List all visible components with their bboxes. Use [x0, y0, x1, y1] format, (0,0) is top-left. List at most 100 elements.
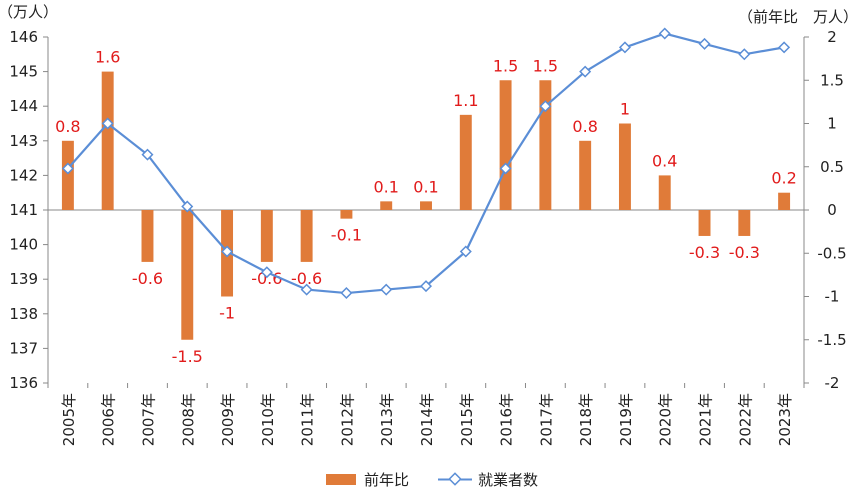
legend: 前年比 就業者数 — [326, 471, 538, 489]
bar-data-label: 1.1 — [453, 91, 478, 110]
left-tick-label: 139 — [9, 270, 38, 288]
x-tick-label: 2011年 — [299, 393, 317, 446]
bar — [618, 123, 631, 210]
bar — [658, 175, 671, 210]
legend-marker-line — [448, 472, 462, 486]
line-point — [658, 27, 671, 40]
bar — [420, 201, 432, 210]
line-point — [698, 37, 711, 50]
line-point — [738, 48, 751, 61]
line-point — [579, 65, 592, 78]
bar — [380, 201, 393, 210]
x-tick-label: 2013年 — [378, 393, 396, 446]
bar — [260, 210, 273, 262]
bar-data-label: 0.4 — [652, 151, 677, 170]
line-point — [499, 162, 512, 175]
left-tick-label: 140 — [9, 236, 38, 254]
left-tick-label: 143 — [9, 132, 38, 150]
bar-data-labels: 0.8 1.6 -0.6 -1.5 -1 -0.6 -0.6 -0.1 0.1 0.1 1.1 1.5… — [55, 48, 797, 366]
left-tick-label: 136 — [9, 374, 38, 392]
line-point — [459, 245, 472, 258]
left-tick-label: 137 — [9, 339, 38, 357]
right-tick-label: -2 — [825, 374, 840, 392]
bar — [141, 210, 154, 262]
x-tick-label: 2022年 — [736, 393, 754, 446]
line-point — [101, 117, 114, 130]
line-point — [181, 200, 194, 213]
bar — [698, 210, 711, 236]
x-tick-label: 2015年 — [458, 393, 476, 446]
left-tick-label: 145 — [9, 63, 38, 81]
bar — [499, 80, 512, 210]
bar-data-label: 1.5 — [533, 56, 558, 75]
x-tick-label: 2018年 — [577, 393, 595, 446]
right-tick-label: -0.5 — [817, 244, 846, 262]
left-tick-label: 142 — [9, 166, 38, 184]
x-tick-label: 2014年 — [418, 393, 436, 446]
x-tick-label: 2008年 — [179, 393, 197, 446]
bar-data-label: -0.1 — [331, 226, 362, 245]
right-tick-label: 0 — [827, 201, 837, 219]
left-tick-label: 138 — [9, 305, 38, 323]
x-tick-label: 2007年 — [139, 393, 157, 446]
right-tick-label: -1 — [825, 288, 840, 306]
left-axis: 136 137 138 139 140 141 142 143 144 145 146 — [9, 28, 49, 392]
left-tick-label: 144 — [9, 97, 38, 115]
legend-label-line: 就業者数 — [478, 471, 538, 489]
bar — [181, 210, 194, 340]
right-axis-unit: （前年比 万人） — [738, 8, 858, 26]
bar — [738, 210, 751, 236]
bar — [778, 192, 791, 210]
line-point — [539, 100, 552, 113]
bar-data-label: 0.8 — [572, 117, 597, 136]
x-tick-label: 2016年 — [498, 393, 516, 446]
bar-data-label: 0.1 — [413, 177, 438, 196]
line-point — [260, 266, 273, 279]
line-point — [141, 148, 154, 161]
x-tick-label: 2017年 — [537, 393, 555, 446]
legend-swatch-bar — [326, 474, 356, 485]
line-point — [618, 41, 631, 54]
line-point — [380, 283, 393, 296]
bar-data-label: -0.6 — [291, 269, 322, 288]
bar-data-label: 0.1 — [373, 177, 398, 196]
left-tick-label: 141 — [9, 201, 38, 219]
x-tick-label: 2021年 — [697, 393, 715, 446]
line-series — [61, 27, 791, 300]
left-tick-label: 146 — [9, 28, 38, 46]
bar-data-label: 0.8 — [55, 117, 80, 136]
bar-data-label: -1.5 — [172, 347, 203, 366]
line-point — [221, 245, 234, 258]
bar-data-label: 1.6 — [95, 48, 120, 67]
right-tick-label: -1.5 — [817, 331, 846, 349]
line-point — [300, 283, 313, 296]
bar-data-label: -1 — [219, 304, 235, 323]
bar-data-label: -0.3 — [729, 243, 760, 262]
x-tick-label: 2005年 — [60, 393, 78, 446]
bar — [539, 80, 552, 210]
x-tick-label: 2023年 — [776, 393, 794, 446]
line-point — [340, 287, 353, 300]
right-tick-label: 2 — [827, 28, 837, 46]
bar — [61, 140, 74, 210]
bar — [101, 71, 114, 210]
legend-label-bar: 前年比 — [364, 471, 409, 489]
right-axis: -2 -1.5 -1 -0.5 0 0.5 1 1.5 2 — [803, 28, 847, 392]
bar-data-label: 0.2 — [771, 169, 796, 188]
x-tick-label: 2020年 — [657, 393, 675, 446]
bar — [340, 210, 353, 219]
bar — [579, 140, 592, 210]
x-tick-label: 2009年 — [219, 393, 237, 446]
right-tick-label: 1 — [827, 115, 837, 133]
bar — [300, 210, 313, 262]
left-axis-unit: （万人） — [0, 3, 58, 21]
line-point — [778, 41, 791, 54]
line-point — [419, 280, 433, 293]
right-tick-label: 1.5 — [820, 71, 844, 89]
bar-data-label: 1.5 — [493, 56, 518, 75]
x-tick-label: 2010年 — [259, 393, 277, 446]
bar-series — [61, 71, 791, 340]
x-tick-label: 2019年 — [617, 393, 635, 446]
x-axis: 2005年 2006年 2007年 2008年 2009年 2010年 2011年 2012年… — [47, 209, 805, 446]
